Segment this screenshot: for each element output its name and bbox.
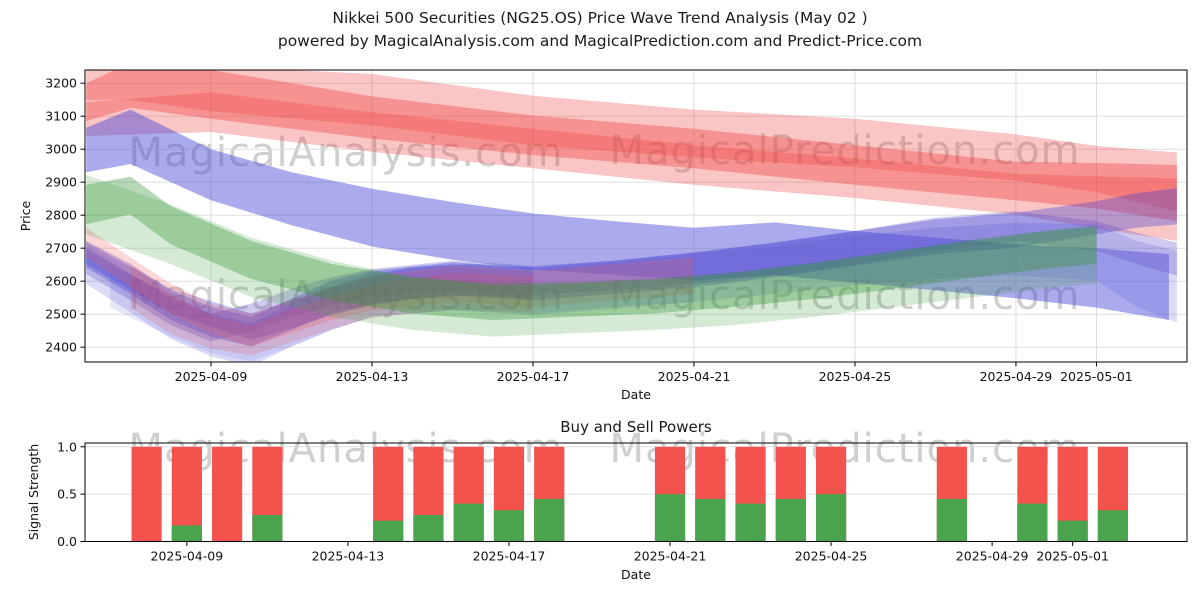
sell-bar — [212, 446, 243, 542]
x-tick-label: 2025-05-01 — [1036, 549, 1109, 564]
price-band-blue-big — [86, 109, 1169, 321]
watermark-text: MagicalAnalysis.com — [128, 273, 563, 319]
price-grid-layer — [85, 70, 1187, 362]
x-tick-label: 2025-04-25 — [795, 549, 868, 564]
buy-bar — [695, 498, 726, 542]
buy-bar — [1097, 510, 1129, 542]
y-tick-label: 3200 — [45, 76, 77, 91]
y-tick-label: 3100 — [45, 109, 77, 124]
x-tick-label: 2025-04-21 — [634, 549, 707, 564]
x-tick-label: 2025-04-17 — [497, 369, 570, 384]
buy-bar — [373, 520, 404, 542]
y-tick-label: 2600 — [45, 274, 77, 289]
bar-chart-title: Buy and Sell Powers — [560, 418, 712, 436]
watermark-text: MagicalPrediction.com — [610, 128, 1081, 174]
price-ticks-layer: 2025-04-09 2025-04-13 2025-04-17 2025-04-21… — [45, 76, 1133, 384]
sell-bar — [131, 446, 162, 542]
y-tick-label: 2400 — [45, 340, 77, 355]
buy-bar — [775, 498, 806, 542]
price-band-red-inner — [86, 92, 1177, 241]
price-band-blue-fuzz — [110, 261, 694, 362]
price-plot-border — [84, 69, 1188, 363]
y-tick-label: 2700 — [45, 241, 77, 256]
y-tick-label: 0.5 — [57, 487, 77, 502]
buy-bar — [654, 494, 686, 542]
y-tick-label: 3000 — [45, 142, 77, 157]
bar-y-axis-label: Signal Strength — [26, 444, 41, 540]
price-band-blue-light-wide — [86, 222, 1177, 362]
buy-bar — [413, 514, 444, 542]
y-tick-label: 2800 — [45, 208, 77, 223]
y-tick-label: 0.0 — [57, 534, 77, 549]
buy-bar — [735, 503, 766, 542]
y-tick-label: 2900 — [45, 175, 77, 190]
watermark-text: MagicalAnalysis.com — [128, 130, 563, 176]
buy-bar — [493, 510, 525, 542]
x-tick-label: 2025-04-21 — [658, 369, 731, 384]
watermark-text: MagicalPrediction.com — [610, 273, 1081, 319]
price-band-pink-small — [86, 227, 694, 347]
buy-bar — [936, 498, 967, 542]
x-tick-label: 2025-04-09 — [175, 369, 248, 384]
figure-title-line1: Nikkei 500 Securities (NG25.OS) Price Wa… — [332, 9, 867, 27]
buy-bar — [815, 494, 847, 542]
price-band-blue-med — [86, 188, 1177, 347]
y-tick-label: 1.0 — [57, 439, 77, 454]
price-band-green-light — [86, 174, 1097, 337]
price-band-pink-deep — [130, 264, 533, 356]
bar-x-axis-label: Date — [621, 567, 651, 582]
buy-bar — [171, 525, 202, 542]
price-watermark-layer: MagicalAnalysis.com MagicalPrediction.com… — [128, 128, 1081, 319]
x-tick-label: 2025-04-17 — [473, 549, 546, 564]
price-bands-layer — [86, 70, 1177, 362]
buy-bar — [1057, 520, 1088, 542]
price-band-green-dark — [86, 176, 1097, 321]
x-tick-label: 2025-04-13 — [312, 549, 385, 564]
bar-plot-border — [84, 442, 1188, 542]
bar-series-layer — [131, 446, 1129, 542]
price-band-red-outer — [86, 70, 1177, 212]
x-tick-label: 2025-04-09 — [151, 549, 224, 564]
price-y-axis-label: Price — [18, 200, 33, 231]
buy-bar — [1017, 503, 1048, 542]
price-x-axis-label: Date — [621, 387, 651, 402]
price-band-blue-purple — [86, 211, 1177, 342]
buy-bar — [534, 498, 565, 542]
x-tick-label: 2025-04-13 — [336, 369, 409, 384]
bar-ticks-layer: 2025-04-09 2025-04-13 2025-04-17 2025-04-21… — [57, 439, 1109, 563]
y-tick-label: 2500 — [45, 307, 77, 322]
buy-bar — [453, 503, 484, 542]
x-tick-label: 2025-05-01 — [1060, 369, 1133, 384]
x-tick-label: 2025-04-29 — [980, 369, 1053, 384]
figure-title-line2: powered by MagicalAnalysis.com and Magic… — [278, 32, 922, 50]
x-tick-label: 2025-04-25 — [819, 369, 892, 384]
price-band-red-mid — [86, 70, 1177, 222]
price-band-blue-deep — [86, 242, 533, 340]
buy-bar — [252, 514, 283, 542]
x-tick-label: 2025-04-29 — [956, 549, 1029, 564]
